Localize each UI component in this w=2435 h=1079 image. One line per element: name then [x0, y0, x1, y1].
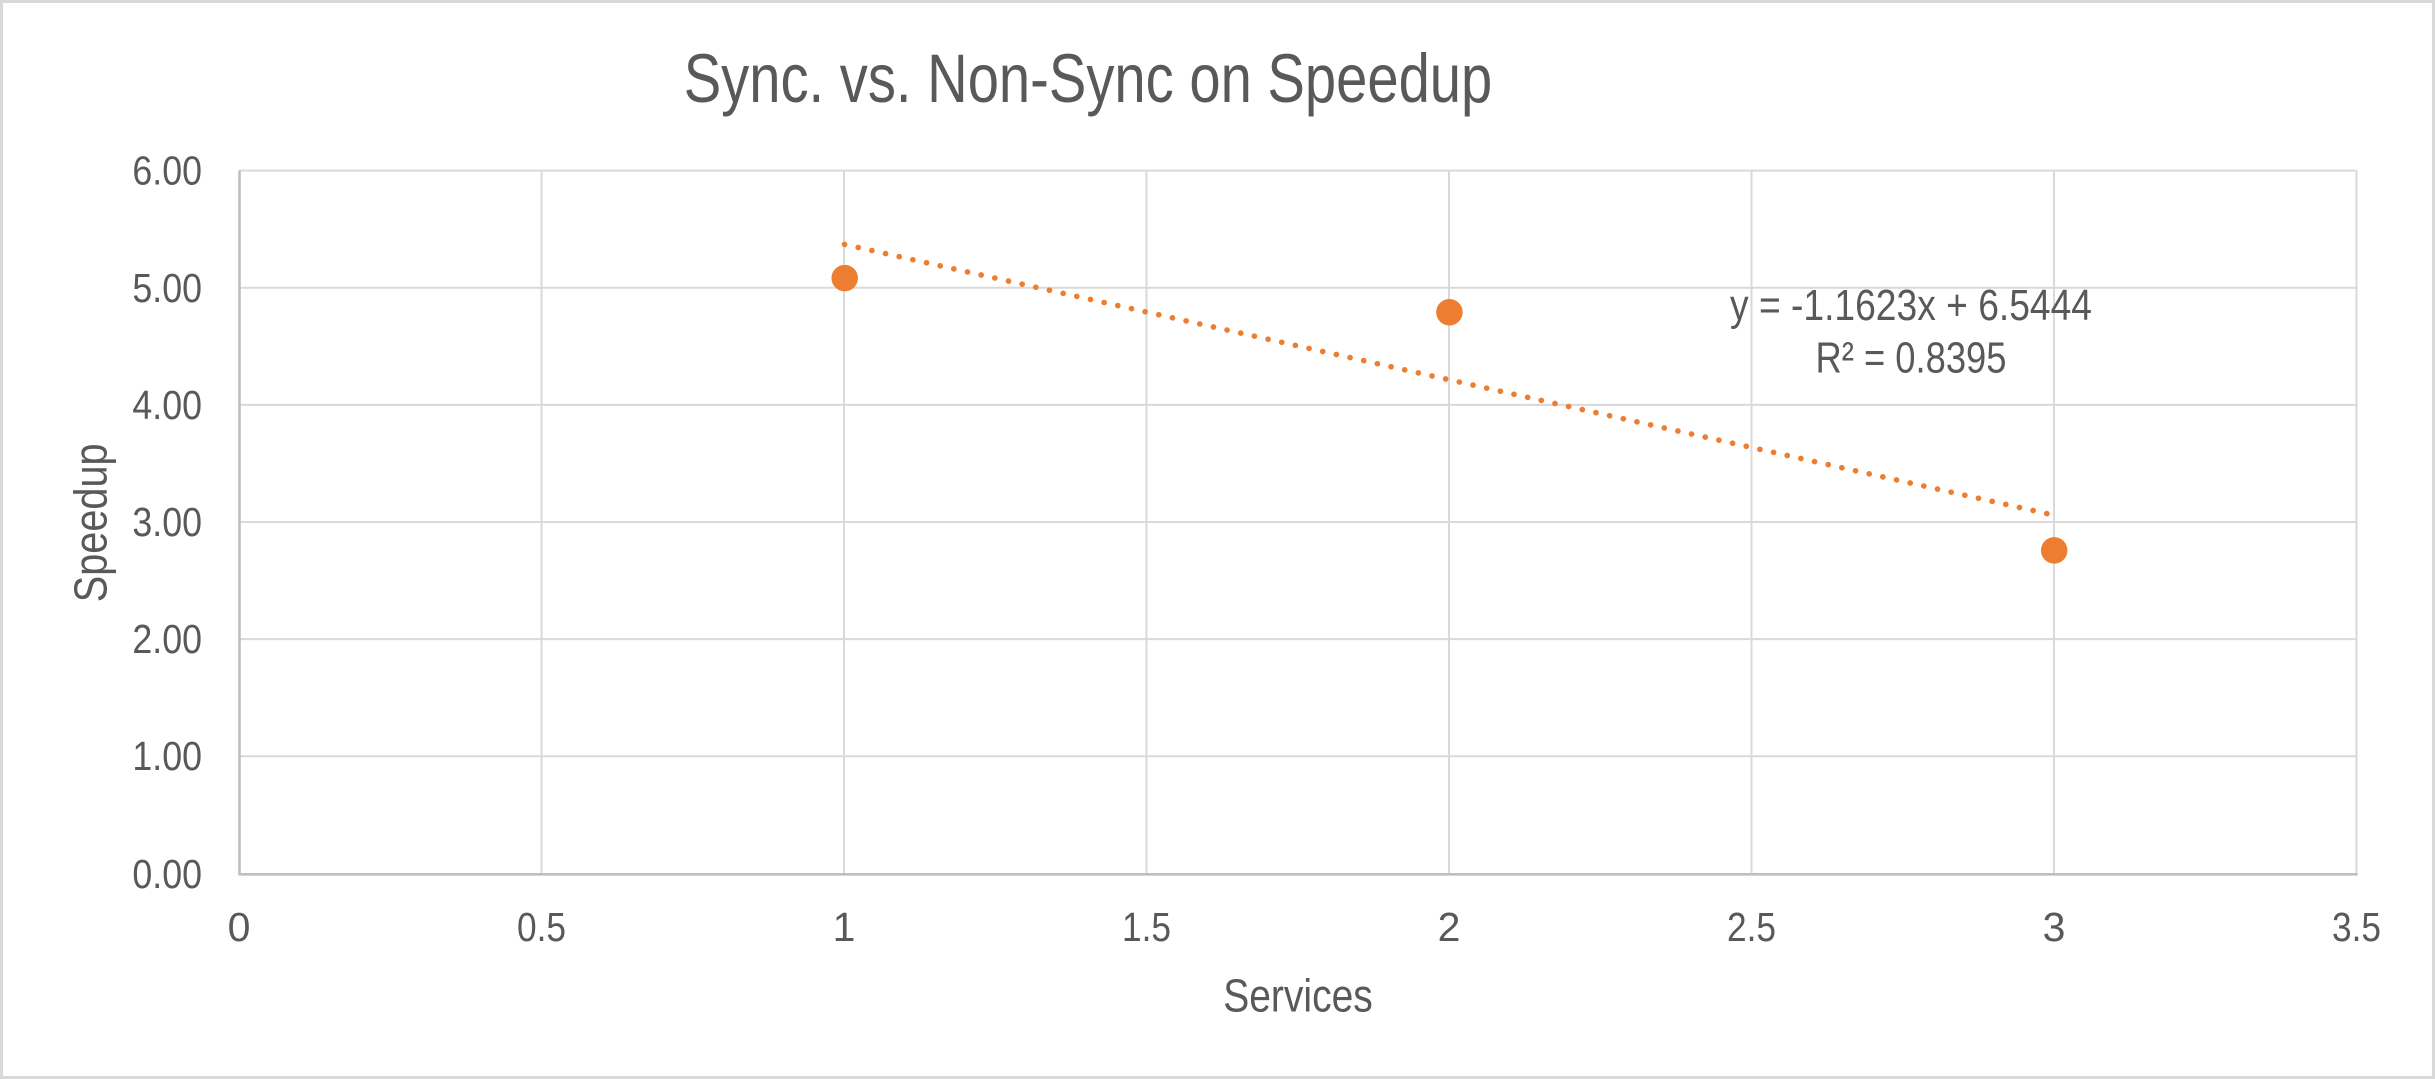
svg-text:6.00: 6.00 — [132, 148, 202, 194]
svg-text:Speedup: Speedup — [65, 443, 117, 602]
svg-text:3: 3 — [2043, 904, 2066, 950]
svg-text:Sync. vs. Non-Sync on Speedup: Sync. vs. Non-Sync on Speedup — [684, 40, 1493, 117]
svg-text:1.5: 1.5 — [1122, 904, 1171, 950]
svg-text:y = -1.1623x + 6.5444: y = -1.1623x + 6.5444 — [1730, 281, 2092, 330]
svg-text:R² = 0.8395: R² = 0.8395 — [1816, 334, 2007, 383]
svg-text:3.5: 3.5 — [2332, 904, 2381, 950]
svg-text:1.00: 1.00 — [132, 733, 202, 779]
svg-text:1: 1 — [833, 904, 856, 950]
svg-text:0.00: 0.00 — [132, 851, 202, 897]
svg-text:2.00: 2.00 — [132, 616, 202, 662]
svg-text:2: 2 — [1438, 904, 1461, 950]
svg-text:0.5: 0.5 — [517, 904, 566, 950]
svg-text:2.5: 2.5 — [1727, 904, 1776, 950]
svg-text:5.00: 5.00 — [132, 265, 202, 311]
svg-text:0: 0 — [228, 904, 251, 950]
svg-text:3.00: 3.00 — [132, 499, 202, 545]
svg-text:4.00: 4.00 — [132, 382, 202, 428]
svg-text:Services: Services — [1223, 970, 1373, 1022]
